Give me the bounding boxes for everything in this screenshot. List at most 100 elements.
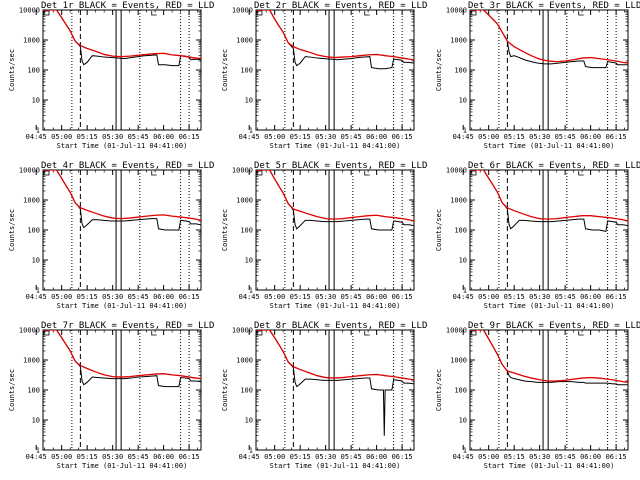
y-tick-label: 100 xyxy=(27,227,40,235)
panel-det-8: Det 8r BLACK = Events, RED = LLD 1 10 100 10… xyxy=(221,321,427,470)
lld-series-line xyxy=(256,10,414,61)
x-tick-label: 06:00 xyxy=(153,453,174,461)
x-tick-label: 04:45 xyxy=(239,293,260,301)
x-tick-label: 04:45 xyxy=(453,133,474,141)
x-tick-label: 05:45 xyxy=(341,133,362,141)
series-group xyxy=(256,10,414,70)
y-tick-label: 10000 xyxy=(232,7,253,15)
x-tick-label: 06:15 xyxy=(179,133,200,141)
corner-flag-left xyxy=(43,170,50,176)
x-tick-label: 05:45 xyxy=(555,453,576,461)
plot-frame xyxy=(469,9,629,131)
events-series-line xyxy=(43,330,201,388)
x-tick-label: 04:45 xyxy=(26,133,47,141)
panel-title: Det 5r BLACK = Events, RED = LLD xyxy=(254,161,427,171)
y-tick-label: 10 xyxy=(245,257,253,265)
plot-frame xyxy=(42,9,202,131)
x-tick-label: 05:30 xyxy=(315,133,336,141)
corner-flag-right xyxy=(151,331,157,336)
series-group xyxy=(470,170,628,232)
x-tick-label: 05:30 xyxy=(529,453,550,461)
panel-title: Det 9r BLACK = Events, RED = LLD xyxy=(468,321,640,331)
x-tick-label: 05:15 xyxy=(504,133,525,141)
corner-flag-left xyxy=(43,10,50,16)
y-tick-label: 1000 xyxy=(236,197,253,205)
y-axis-label: Counts/sec xyxy=(221,369,229,411)
y-axis-label: Counts/sec xyxy=(8,49,16,91)
x-tick-label: 05:30 xyxy=(102,453,123,461)
y-tick-label: 100 xyxy=(240,67,253,75)
events-series-line xyxy=(256,10,414,70)
y-tick-label: 10000 xyxy=(446,327,467,335)
lld-series-line xyxy=(43,10,201,60)
series-group xyxy=(470,330,628,386)
x-axis-label: Start Time (01-Jul-11 04:41:00) xyxy=(484,142,615,150)
x-tick-label: 05:45 xyxy=(341,293,362,301)
series-group xyxy=(43,10,201,67)
x-tick-label: 05:45 xyxy=(128,453,149,461)
x-tick-label: 05:45 xyxy=(555,293,576,301)
x-tick-label: 05:15 xyxy=(504,293,525,301)
x-tick-label: 05:45 xyxy=(128,133,149,141)
panel-title: Det 7r BLACK = Events, RED = LLD xyxy=(41,321,214,331)
x-tick-label: 05:45 xyxy=(555,133,576,141)
panel-title: Det 2r BLACK = Events, RED = LLD xyxy=(254,1,427,11)
x-tick-label: 06:15 xyxy=(392,133,413,141)
y-tick-label: 10 xyxy=(459,97,467,105)
x-tick-label: 06:00 xyxy=(366,133,387,141)
panel-det-5: Det 5r BLACK = Events, RED = LLD 1 10 100 10… xyxy=(221,161,427,310)
y-tick-label: 10000 xyxy=(19,327,40,335)
x-tick-label: 06:00 xyxy=(580,453,601,461)
panel-title: Det 6r BLACK = Events, RED = LLD xyxy=(468,161,640,171)
lld-series-line xyxy=(470,10,628,64)
lld-series-line xyxy=(43,330,201,380)
y-tick-label: 100 xyxy=(454,387,467,395)
y-axis-label: Counts/sec xyxy=(435,209,443,251)
x-tick-label: 05:00 xyxy=(51,293,72,301)
y-tick-label: 10 xyxy=(32,97,40,105)
panel-det-4: Det 4r BLACK = Events, RED = LLD 1 10 100 10… xyxy=(8,161,214,310)
y-tick-label: 10 xyxy=(459,417,467,425)
x-tick-label: 05:00 xyxy=(478,133,499,141)
corner-flag-right xyxy=(364,331,370,336)
x-tick-label: 06:15 xyxy=(606,133,627,141)
y-tick-label: 10 xyxy=(459,257,467,265)
x-tick-label: 06:15 xyxy=(606,453,627,461)
y-tick-label: 1 xyxy=(249,127,253,135)
y-tick-label: 1 xyxy=(36,127,40,135)
panel-title: Det 3r BLACK = Events, RED = LLD xyxy=(468,1,640,11)
y-tick-label: 10 xyxy=(32,417,40,425)
x-tick-label: 06:15 xyxy=(179,453,200,461)
y-tick-label: 100 xyxy=(454,67,467,75)
x-tick-label: 04:45 xyxy=(453,293,474,301)
corner-flag-left xyxy=(470,10,477,16)
series-group xyxy=(43,330,201,388)
x-tick-label: 05:00 xyxy=(478,293,499,301)
x-tick-label: 06:00 xyxy=(153,133,174,141)
x-tick-label: 05:15 xyxy=(77,293,98,301)
y-tick-label: 1 xyxy=(463,287,467,295)
y-axis-label: Counts/sec xyxy=(435,369,443,411)
corner-flag-right xyxy=(364,11,370,16)
x-tick-label: 06:00 xyxy=(366,453,387,461)
corner-flag-right xyxy=(578,331,584,336)
y-tick-label: 100 xyxy=(240,387,253,395)
x-tick-label: 05:15 xyxy=(77,133,98,141)
y-tick-label: 100 xyxy=(27,387,40,395)
y-axis-label: Counts/sec xyxy=(221,49,229,91)
y-tick-label: 1000 xyxy=(23,357,40,365)
x-axis-label: Start Time (01-Jul-11 04:41:00) xyxy=(270,142,401,150)
x-tick-label: 05:45 xyxy=(341,453,362,461)
y-tick-label: 10 xyxy=(245,97,253,105)
x-tick-label: 04:45 xyxy=(26,293,47,301)
x-tick-label: 05:00 xyxy=(51,133,72,141)
lld-series-line xyxy=(43,170,201,221)
series-group xyxy=(43,170,201,231)
x-axis-label: Start Time (01-Jul-11 04:41:00) xyxy=(57,142,188,150)
lld-series-line xyxy=(470,330,628,383)
y-tick-label: 10000 xyxy=(232,327,253,335)
y-tick-label: 1000 xyxy=(236,357,253,365)
corner-flag-left xyxy=(43,330,50,336)
y-axis-label: Counts/sec xyxy=(8,209,16,251)
